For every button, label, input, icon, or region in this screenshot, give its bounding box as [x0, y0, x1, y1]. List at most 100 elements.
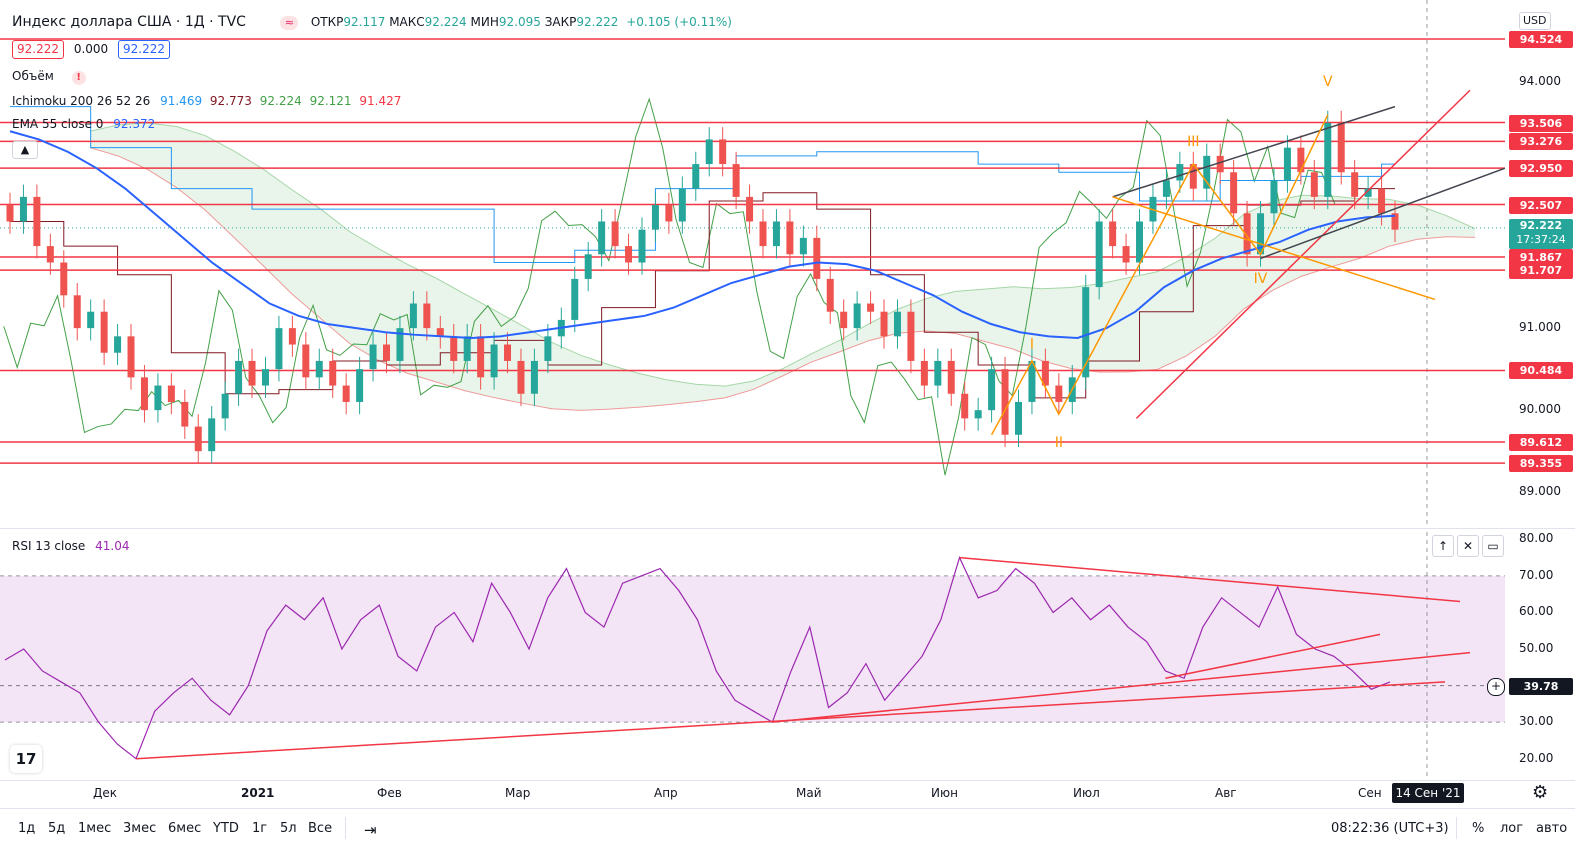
candle-body — [1176, 164, 1184, 181]
candle-body — [1310, 172, 1318, 197]
time-axis[interactable]: Дек 2021 Фев Мар Апр Май Июн Июл Авг Сен 14 Сен '2… — [0, 780, 1575, 807]
candle-body — [732, 164, 740, 197]
timeframe-1y[interactable]: 1г — [252, 821, 268, 836]
trend-line — [1135, 89, 1471, 419]
candle-body — [571, 278, 579, 320]
candle-body — [1297, 147, 1305, 173]
candle-body — [1095, 221, 1103, 288]
warning-icon[interactable]: ! — [71, 71, 86, 85]
last-price-value: 92.222 — [1519, 218, 1563, 232]
wave-label: I — [1030, 337, 1034, 353]
level-price-label: 89.612 — [1509, 433, 1573, 451]
last-price-label: 92.222 17:37:24 — [1509, 218, 1573, 249]
open-value: 92.117 — [343, 15, 386, 29]
candle-body — [6, 205, 14, 222]
low-value: 92.095 — [498, 15, 541, 29]
rsi-tick-label: 60.00 — [1519, 604, 1554, 619]
level-price-label: 91.867 — [1509, 249, 1573, 266]
candle-body — [409, 303, 417, 329]
candle-body — [261, 369, 269, 386]
candle-body — [1351, 172, 1359, 197]
tradingview-logo[interactable]: 17 — [10, 745, 42, 773]
compare-icon[interactable]: ≈ — [280, 16, 299, 30]
candle-body — [584, 254, 592, 279]
bottom-toolbar: 1д 5д 1мес 3мес 6мес YTD 1г 5л Все ⇥ 08:… — [0, 808, 1575, 849]
candle-body — [530, 360, 538, 394]
pane-separator[interactable] — [0, 528, 1575, 529]
timeframe-1d[interactable]: 1д — [18, 821, 36, 836]
close-value: 92.222 — [576, 15, 619, 29]
candle-body — [1014, 401, 1022, 435]
price-tick-label: 91.000 — [1519, 320, 1561, 335]
timeframe-5d[interactable]: 5д — [48, 821, 66, 836]
candle-body — [692, 164, 700, 189]
time-tick-label: Фев — [377, 786, 402, 800]
time-tick-label: Июл — [1073, 786, 1100, 800]
rsi-band — [0, 575, 1505, 723]
add-level-icon[interactable]: + — [1487, 677, 1505, 696]
candle-body — [544, 336, 552, 361]
symbol-title[interactable]: Индекс доллара США · 1Д · TVC — [12, 14, 246, 30]
candle-body — [880, 311, 888, 337]
candle-body — [1283, 147, 1291, 181]
ohlc-readout: ОТКР92.117 МАКС92.224 МИН92.095 ЗАКР92.2… — [311, 15, 732, 29]
timeframe-ytd[interactable]: YTD — [213, 821, 239, 836]
candle-body — [436, 328, 444, 337]
rsi-chart[interactable] — [0, 532, 1505, 777]
rsi-tick-label: 50.00 — [1519, 641, 1554, 655]
timeframe-1m[interactable]: 1мес — [78, 821, 112, 836]
candle-body — [1055, 385, 1063, 402]
currency-button[interactable]: USD — [1519, 12, 1551, 30]
rsi-line — [4, 555, 1391, 760]
candle-body — [154, 385, 162, 411]
ask-box[interactable]: 92.222 — [118, 40, 171, 59]
timeframe-6m[interactable]: 6мес — [168, 821, 202, 836]
change-value: +0.105 (+0.11%) — [626, 15, 732, 29]
move-pane-up-icon[interactable]: ↑ — [1432, 535, 1454, 557]
candle-body — [463, 336, 471, 361]
ichimoku-value: 91.427 — [359, 94, 402, 108]
ema-line — [9, 130, 1396, 339]
candle-body — [1041, 360, 1049, 386]
candle-body — [46, 246, 54, 263]
price-tick-label: 94.000 — [1519, 74, 1561, 89]
toolbar-divider — [345, 817, 346, 839]
candle-body — [746, 196, 754, 222]
bid-box[interactable]: 92.222 — [12, 40, 64, 59]
candle-body — [611, 221, 619, 247]
candle-body — [1243, 213, 1251, 255]
time-tick-label: Мар — [505, 786, 531, 800]
spread-value: 0.000 — [73, 42, 109, 56]
percent-toggle[interactable]: % — [1472, 821, 1485, 836]
close-pane-icon[interactable]: ✕ — [1457, 535, 1479, 557]
rsi-value: 41.04 — [95, 539, 130, 553]
volume-label[interactable]: Объём — [12, 69, 54, 83]
candle-body — [1270, 180, 1278, 214]
candle-body — [1001, 369, 1009, 435]
ema-value: 92.372 — [113, 117, 156, 131]
ichimoku-value: 92.773 — [209, 94, 252, 108]
timeframe-3m[interactable]: 3мес — [123, 821, 157, 836]
timeframe-all[interactable]: Все — [308, 821, 333, 836]
candle-body — [235, 360, 243, 394]
candle-body — [1216, 155, 1224, 173]
candle-body — [450, 336, 458, 361]
maximize-pane-icon[interactable]: ▭ — [1482, 535, 1504, 557]
date-range-icon[interactable]: ⇥ — [364, 821, 377, 839]
legend-title-row: Индекс доллара США · 1Д · TVC ≈ ОТКР92.1… — [12, 14, 732, 30]
candle-body — [1337, 123, 1345, 173]
timeframe-5y[interactable]: 5л — [280, 821, 297, 836]
collapse-legend-button[interactable]: ▲ — [12, 141, 38, 159]
price-axis[interactable]: USD 89.000 90.000 91.000 94.000 94.524 93.506… — [1505, 0, 1575, 780]
ichimoku-label[interactable]: Ichimoku 200 26 52 26 — [12, 94, 151, 108]
rsi-label[interactable]: RSI 13 close — [12, 539, 86, 553]
ema-row: EMA 55 close 0 92.372 — [12, 117, 155, 131]
candle-body — [907, 311, 915, 361]
auto-toggle[interactable]: авто — [1536, 821, 1568, 836]
ema-label[interactable]: EMA 55 close 0 — [12, 117, 104, 131]
rsi-resistance-trend-line — [959, 556, 1461, 603]
chart-settings-icon[interactable]: ⚙ — [1532, 782, 1549, 803]
log-toggle[interactable]: лог — [1500, 821, 1524, 836]
clock-display[interactable]: 08:22:36 (UTC+3) — [1331, 821, 1449, 836]
